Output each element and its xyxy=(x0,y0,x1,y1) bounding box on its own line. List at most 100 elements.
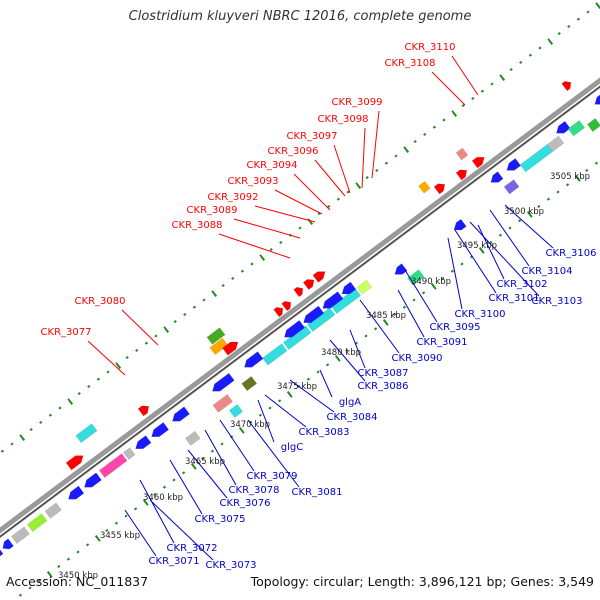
outer-tick xyxy=(346,190,351,196)
forward-label-leader xyxy=(254,205,316,223)
outer-tick xyxy=(231,276,236,282)
inner-tick xyxy=(210,449,216,455)
forward-label-leader xyxy=(218,233,291,259)
reverse-label-leader xyxy=(477,224,505,280)
outer-tick xyxy=(135,348,140,354)
outer-tick xyxy=(547,38,554,46)
outer-tick xyxy=(403,146,410,153)
inner-tick xyxy=(28,586,33,592)
gene-feature xyxy=(0,549,4,557)
forward-gene-label: CKR_3097 xyxy=(287,131,338,142)
gene-feature xyxy=(212,372,235,392)
outer-tick xyxy=(240,269,246,275)
reverse-gene-label: CKR_3079 xyxy=(247,471,298,482)
outer-tick xyxy=(365,176,371,181)
outer-tick xyxy=(77,392,83,397)
inner-tick xyxy=(450,269,456,275)
forward-gene-label: CKR_3093 xyxy=(228,176,279,187)
reverse-gene-label: CKR_3083 xyxy=(299,427,350,438)
gene-feature xyxy=(262,343,288,366)
gene-feature xyxy=(586,118,600,132)
outer-tick xyxy=(58,406,63,412)
gene-feature xyxy=(506,158,522,171)
gene-feature xyxy=(273,306,284,318)
gene-feature xyxy=(68,485,85,500)
gene-feature xyxy=(2,538,14,550)
gene-feature xyxy=(84,472,102,488)
gene-feature xyxy=(556,120,571,134)
inner-tick xyxy=(277,399,283,404)
inner-tick xyxy=(306,377,312,383)
reverse-label-leader xyxy=(247,419,300,488)
outer-tick xyxy=(0,449,6,455)
inner-tick xyxy=(334,355,341,362)
inner-tick xyxy=(412,298,417,304)
forward-gene-label: CKR_3088 xyxy=(172,220,223,231)
reverse-label-leader xyxy=(264,394,307,428)
inner-tick xyxy=(286,391,293,398)
forward-label-leader xyxy=(371,110,380,179)
outer-tick xyxy=(442,118,447,124)
outer-tick xyxy=(528,53,534,59)
outer-tick xyxy=(413,140,419,145)
outer-tick xyxy=(423,132,428,138)
reverse-label-leader xyxy=(204,429,237,486)
gene-feature xyxy=(490,171,504,183)
forward-label-leader xyxy=(333,144,351,194)
forward-label-leader xyxy=(361,127,366,189)
reverse-gene-label: CKR_3101 xyxy=(489,293,540,304)
gene-feature xyxy=(567,120,586,137)
gene-feature xyxy=(244,351,264,368)
outer-tick xyxy=(394,154,399,160)
reverse-label-leader xyxy=(169,459,203,515)
reverse-gene-label: CKR_3071 xyxy=(149,556,200,567)
gene-labels: CKR_3110 CKR_3108 CKR_3099 CKR_3098 CKR_3097… xyxy=(41,42,597,571)
outer-tick xyxy=(586,10,591,16)
forward-label-leader xyxy=(451,55,479,96)
gene-feature xyxy=(212,394,234,413)
outer-tick xyxy=(538,46,543,52)
gene-feature xyxy=(341,281,357,295)
inner-tick xyxy=(508,226,513,232)
gene-feature xyxy=(10,526,30,544)
gene-feature xyxy=(561,80,572,92)
reverse-gene-label: CKR_3104 xyxy=(522,266,573,277)
reverse-label-leader xyxy=(219,419,255,472)
gene-feature xyxy=(151,422,170,438)
outer-tick xyxy=(490,82,495,88)
outer-tick xyxy=(355,182,362,189)
outer-tick xyxy=(67,398,74,405)
gene-feature xyxy=(503,179,520,195)
outer-tick xyxy=(192,305,198,311)
inner-tick xyxy=(172,478,177,484)
gene-feature xyxy=(303,305,325,324)
outer-tick xyxy=(154,334,159,340)
forward-gene-label: CKR_3089 xyxy=(187,205,238,216)
reverse-gene-label: CKR_3091 xyxy=(417,337,468,348)
reverse-gene-label: CKR_3084 xyxy=(327,412,378,423)
outer-tick xyxy=(595,2,600,10)
scale-label: 3495 kbp xyxy=(457,241,497,251)
gene-feature xyxy=(433,183,446,195)
forward-gene-label: CKR_3098 xyxy=(318,114,369,125)
inner-tick xyxy=(402,305,408,311)
forward-gene-label: CKR_3094 xyxy=(247,160,298,171)
reverse-label-leader xyxy=(329,339,366,382)
reverse-gene-label: CKR_3106 xyxy=(546,248,597,259)
forward-gene-label: CKR_3092 xyxy=(208,192,259,203)
outer-tick xyxy=(173,320,179,325)
outer-tick xyxy=(96,377,102,383)
backbone-shadow xyxy=(0,85,600,539)
reverse-label-leader xyxy=(349,329,366,369)
outer-tick xyxy=(48,413,54,419)
reverse-label-leader xyxy=(289,379,335,413)
outer-tick xyxy=(144,341,150,347)
gene-feature xyxy=(172,406,190,422)
inner-tick xyxy=(345,348,350,354)
gene-feature xyxy=(546,135,565,152)
outer-tick xyxy=(125,356,131,361)
outer-tick xyxy=(259,254,266,261)
inner-tick xyxy=(190,463,197,470)
inner-tick xyxy=(546,197,552,203)
reverse-label-leader xyxy=(404,269,438,323)
